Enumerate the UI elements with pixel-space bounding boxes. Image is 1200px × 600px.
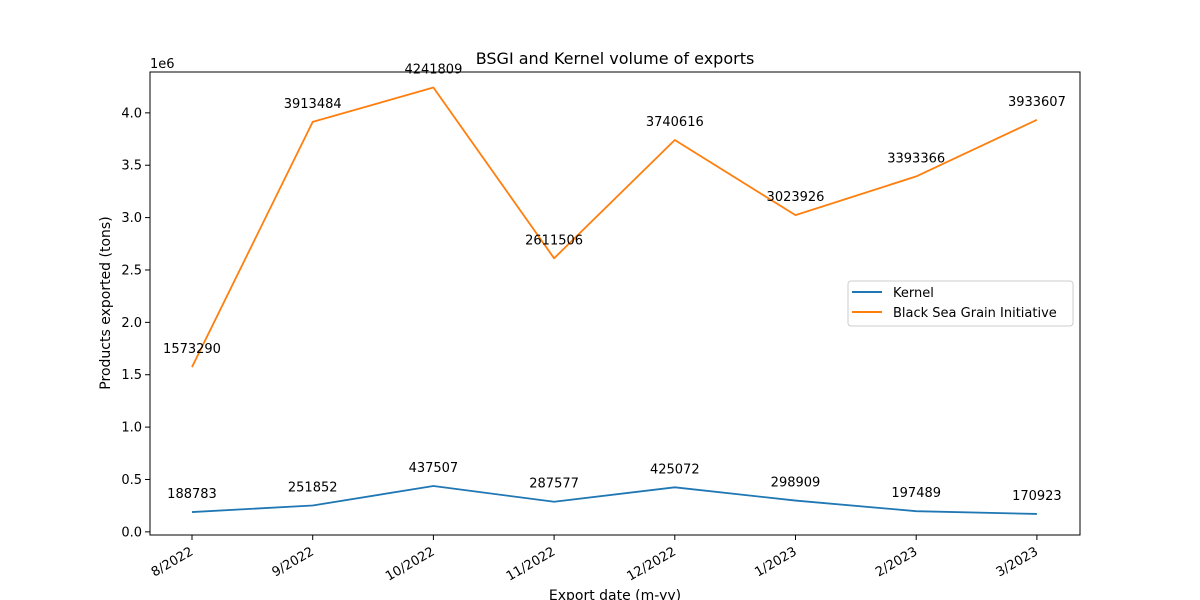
chart-title: BSGI and Kernel volume of exports [476, 49, 755, 68]
data-label: 425072 [650, 462, 700, 477]
series-line-kernel [191, 485, 1037, 515]
data-label: 4241809 [404, 63, 462, 78]
y-axis-ticks: 0.0 0.5 1.0 1.5 2.0 2.5 3.0 3.5 4.0 [121, 106, 150, 540]
x-tick-label: 11/2022 [504, 544, 558, 584]
x-tick-label: 12/2022 [625, 544, 679, 584]
data-label: 437507 [409, 461, 459, 476]
x-tick-label: 8/2022 [149, 544, 196, 580]
data-label: 251852 [288, 480, 338, 495]
y-tick-label: 2.0 [121, 316, 142, 331]
legend: Kernel Black Sea Grain Initiative [847, 280, 1074, 327]
y-axis-offset-label: 1e6 [150, 57, 175, 72]
x-tick-label: 10/2022 [383, 544, 437, 584]
x-tick-label: 9/2022 [270, 544, 317, 580]
series-line-bsgi [191, 86, 1038, 368]
y-tick-label: 2.5 [121, 263, 142, 278]
x-axis-label: Export date (m-yy) [549, 588, 681, 600]
series-group [191, 86, 1038, 515]
data-label: 287577 [529, 477, 579, 492]
y-axis-label: Products exported (tons) [98, 216, 114, 389]
data-label: 170923 [1012, 489, 1062, 504]
data-label: 3740616 [646, 115, 704, 130]
data-label: 3023926 [767, 190, 825, 205]
x-tick-label: 3/2023 [994, 544, 1041, 580]
data-label: 188783 [167, 487, 217, 502]
data-label: 2611506 [525, 233, 583, 248]
plot-frame [149, 71, 1081, 536]
data-labels-group: 188783 251852 437507 287577 425072 298909 1974… [163, 63, 1066, 504]
y-tick-label: 4.0 [121, 106, 142, 121]
x-tick-label: 2/2023 [873, 544, 920, 580]
legend-box [847, 280, 1074, 327]
y-tick-label: 0.0 [121, 525, 142, 540]
x-tick-label: 1/2023 [752, 544, 799, 580]
legend-label: Kernel [893, 286, 934, 301]
y-tick-label: 0.5 [121, 473, 142, 488]
x-axis-ticks: 8/2022 9/2022 10/2022 11/2022 12/2022 1/2023 2… [149, 535, 1041, 584]
data-label: 1573290 [163, 342, 221, 357]
data-label: 298909 [771, 476, 821, 491]
y-tick-label: 1.0 [121, 421, 142, 436]
data-label: 3393366 [887, 151, 945, 166]
data-label: 3913484 [284, 97, 342, 112]
y-tick-label: 1.5 [121, 368, 142, 383]
data-label: 197489 [891, 486, 941, 501]
legend-label: Black Sea Grain Initiative [893, 306, 1057, 321]
data-label: 3933607 [1008, 95, 1066, 110]
y-tick-label: 3.0 [121, 211, 142, 226]
y-tick-label: 3.5 [121, 159, 142, 174]
